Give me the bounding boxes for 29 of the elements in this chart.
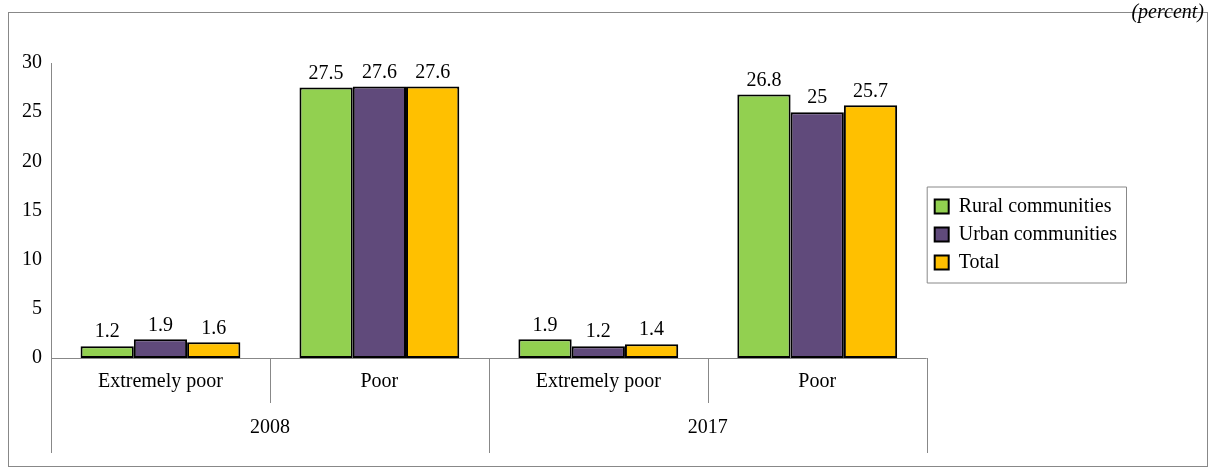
x-tick-label: Poor xyxy=(798,369,837,392)
y-tick-label: 10 xyxy=(22,246,42,269)
y-tick-label: 20 xyxy=(22,148,42,171)
data-label: 1.6 xyxy=(201,315,227,338)
text: 2008 xyxy=(249,415,290,438)
y-tick-label: 30 xyxy=(22,50,42,73)
text: 2017 xyxy=(687,415,728,438)
data-label: 1.9 xyxy=(147,312,173,335)
data-label: 27.5 xyxy=(308,60,344,83)
legend-label: Rural communities xyxy=(958,193,1112,216)
data-label: 1.9 xyxy=(532,312,558,335)
data-label: 26.8 xyxy=(746,67,782,90)
legend-label: Total xyxy=(958,249,1000,272)
y-tick-label: 25 xyxy=(22,99,42,122)
y-tick-label: 15 xyxy=(22,197,42,220)
x-tick-label: Extremely poor xyxy=(97,369,224,393)
data-label: 25 xyxy=(807,85,828,108)
y-tick-label: 0 xyxy=(32,345,42,368)
data-label: 1.2 xyxy=(585,319,611,342)
data-label: 27.6 xyxy=(415,59,451,82)
data-label: 1.2 xyxy=(94,319,120,342)
data-label: 27.6 xyxy=(361,59,397,82)
text: (percent) xyxy=(1131,0,1204,23)
x-tick-label: Extremely poor xyxy=(535,369,662,393)
x-tick-label: Poor xyxy=(360,369,399,392)
legend-label: Urban communities xyxy=(958,221,1118,244)
data-label: 1.4 xyxy=(639,317,665,340)
y-tick-label: 5 xyxy=(32,296,42,319)
data-label: 25.7 xyxy=(853,78,889,101)
